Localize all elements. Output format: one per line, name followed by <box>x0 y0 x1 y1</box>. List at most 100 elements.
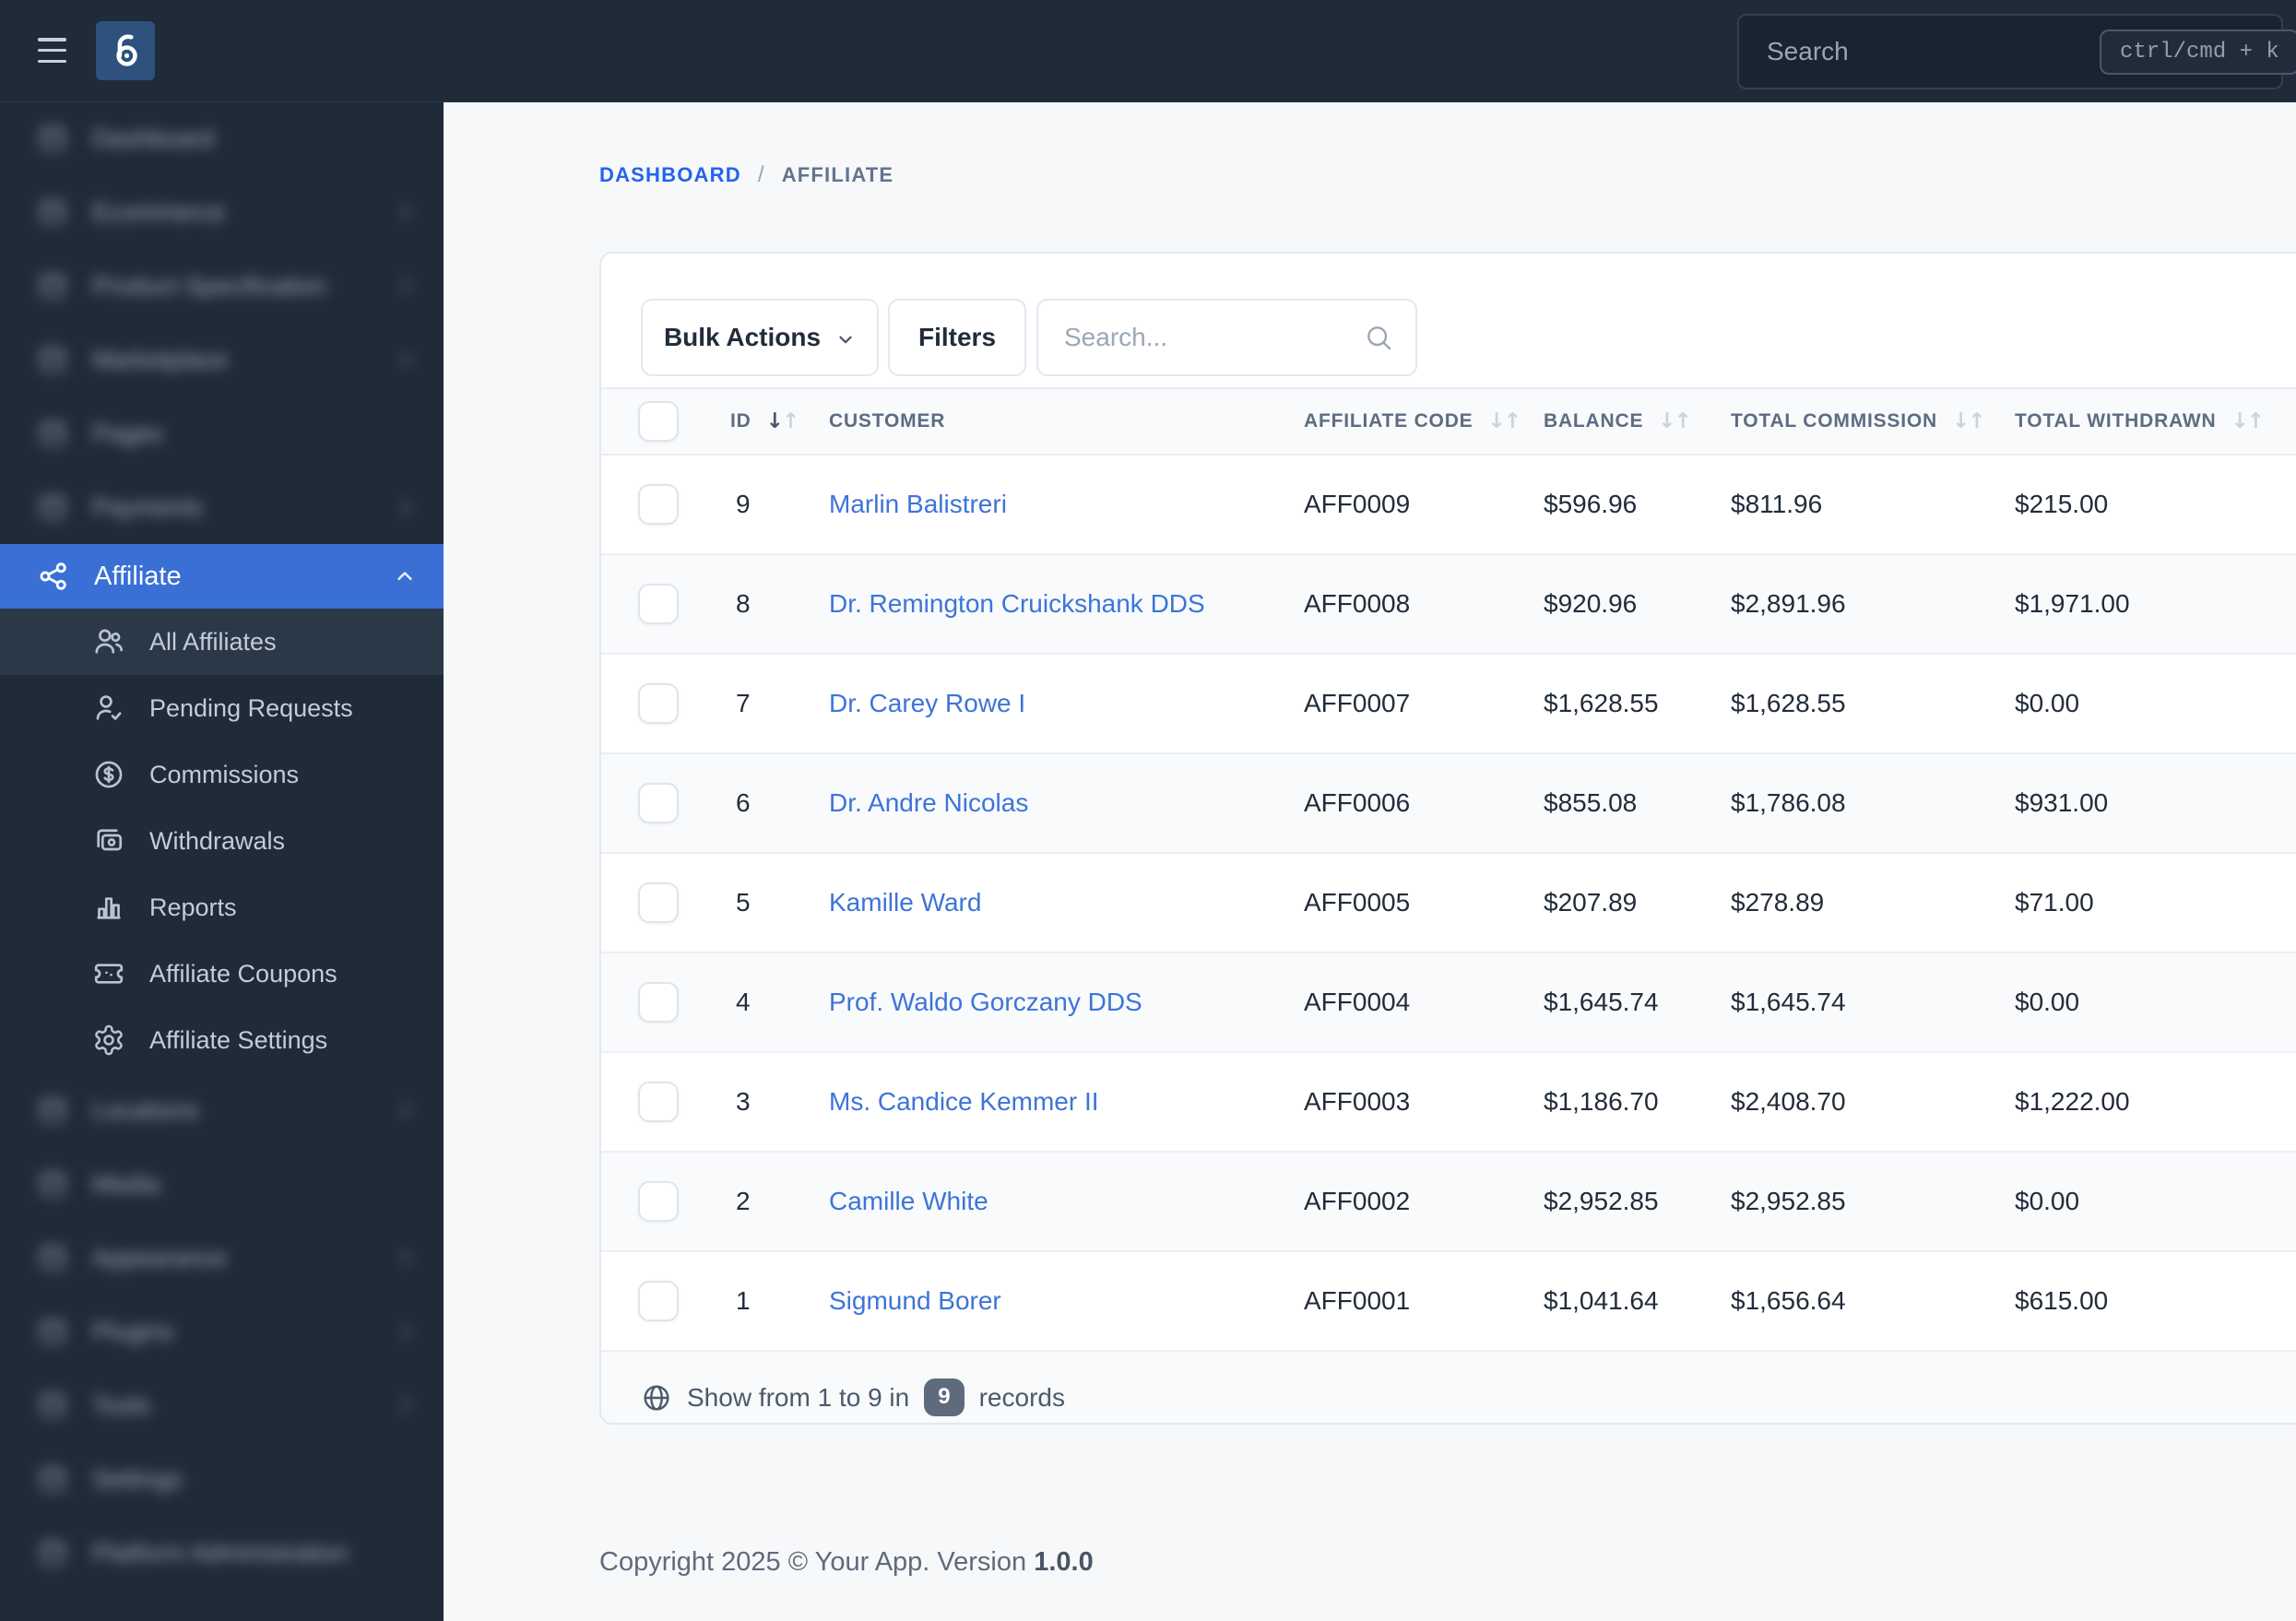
sidebar-item[interactable]: Marketplace <box>0 323 444 396</box>
cell-id: 2 <box>736 1187 751 1215</box>
column-header-affiliate-code[interactable]: AFFILIATE CODE ↓↑ <box>1304 409 1544 433</box>
customer-link[interactable]: Dr. Carey Rowe I <box>829 689 1026 717</box>
customer-link[interactable]: Sigmund Borer <box>829 1286 1001 1315</box>
cell-total-withdrawn: $71.00 <box>2015 888 2094 917</box>
sidebar-item-withdrawals[interactable]: Withdrawals <box>0 808 444 874</box>
sidebar-item-affiliate-coupons[interactable]: Affiliate Coupons <box>0 941 444 1007</box>
sidebar-item-label: Product Specification <box>92 271 326 300</box>
cell-total-commission: $1,645.74 <box>1731 988 1846 1016</box>
cell-balance: $1,628.55 <box>1544 689 1659 717</box>
table-row: 8 Dr. Remington Cruickshank DDS AFF0008 … <box>601 555 2296 655</box>
sort-icons: ↓↑ <box>1487 409 1521 433</box>
column-header-id[interactable]: ID ↓↑ <box>704 409 829 433</box>
bulk-actions-label: Bulk Actions <box>663 323 822 351</box>
sidebar-item[interactable]: Appearance <box>0 1221 444 1295</box>
customer-link[interactable]: Prof. Waldo Gorczany DDS <box>829 988 1142 1016</box>
cell-balance: $207.89 <box>1544 888 1638 917</box>
hamburger-menu-icon[interactable] <box>38 38 66 63</box>
customer-link[interactable]: Dr. Andre Nicolas <box>829 788 1029 817</box>
row-checkbox[interactable] <box>638 783 679 823</box>
sort-icons: ↓↑ <box>765 409 800 433</box>
column-header-total-withdrawn[interactable]: TOTAL WITHDRAWN ↓↑ <box>2015 409 2296 433</box>
breadcrumb-dashboard-link[interactable]: DASHBOARD <box>599 163 741 186</box>
table-row: 9 Marlin Balistreri AFF0009 $596.96 $811… <box>601 456 2296 555</box>
column-header-customer[interactable]: CUSTOMER <box>829 410 1304 432</box>
sidebar-item[interactable]: Platform Administration <box>0 1516 444 1590</box>
sidebar-item-label: Affiliate <box>94 561 182 591</box>
sidebar-item[interactable]: Pages <box>0 396 444 470</box>
row-checkbox[interactable] <box>638 1181 679 1222</box>
app-logo[interactable] <box>96 21 155 80</box>
cell-total-withdrawn: $215.00 <box>2015 490 2109 518</box>
chevron-right-icon <box>402 1250 410 1265</box>
row-checkbox[interactable] <box>638 882 679 923</box>
sidebar-item[interactable]: Ecommerce <box>0 175 444 249</box>
customer-link[interactable]: Dr. Remington Cruickshank DDS <box>829 589 1205 618</box>
table-header: ID ↓↑ CUSTOMER AFFILIATE CODE ↓↑ BALANCE… <box>601 387 2296 456</box>
row-checkbox[interactable] <box>638 683 679 724</box>
customer-link[interactable]: Marlin Balistreri <box>829 490 1007 518</box>
row-checkbox[interactable] <box>638 1281 679 1321</box>
cell-total-commission: $1,656.64 <box>1731 1286 1846 1315</box>
cell-id: 1 <box>736 1286 751 1315</box>
cell-total-withdrawn: $0.00 <box>2015 988 2080 1016</box>
sidebar-item[interactable]: Locations <box>0 1073 444 1147</box>
table-search-input[interactable] <box>1038 323 1356 352</box>
sidebar-item-label: Payments <box>92 492 204 521</box>
sidebar-item[interactable]: Plugins <box>0 1295 444 1368</box>
chevron-right-icon <box>402 205 410 219</box>
column-header-balance[interactable]: BALANCE ↓↑ <box>1544 409 1731 433</box>
bulk-actions-button[interactable]: Bulk Actions <box>641 299 879 376</box>
sidebar-item[interactable]: Media <box>0 1147 444 1221</box>
column-label: TOTAL WITHDRAWN <box>2015 410 2217 432</box>
column-label: BALANCE <box>1544 410 1644 432</box>
sidebar-item[interactable]: Dashboard <box>0 101 444 175</box>
cell-id: 5 <box>736 888 751 917</box>
sidebar-item-icon <box>41 1319 65 1343</box>
records-count-badge: 9 <box>924 1378 965 1416</box>
filters-button[interactable]: Filters <box>888 299 1026 376</box>
row-checkbox[interactable] <box>638 584 679 624</box>
customer-link[interactable]: Kamille Ward <box>829 888 982 917</box>
cell-id: 4 <box>736 988 751 1016</box>
cell-balance: $920.96 <box>1544 589 1638 618</box>
sidebar-item-all-affiliates[interactable]: All Affiliates <box>0 609 444 675</box>
sidebar-item-icon <box>41 200 65 224</box>
sidebar-item-pending-requests[interactable]: Pending Requests <box>0 675 444 741</box>
chevron-right-icon <box>402 352 410 367</box>
sidebar-item-label: Pending Requests <box>149 693 353 722</box>
sidebar-item-label: All Affiliates <box>149 627 277 656</box>
ticket-icon <box>94 964 124 984</box>
sidebar-item-affiliate[interactable]: Affiliate <box>0 544 444 609</box>
global-search-input[interactable] <box>1739 37 2100 66</box>
sidebar-item-label: Locations <box>92 1095 199 1124</box>
sidebar-item[interactable]: Settings <box>0 1442 444 1516</box>
sidebar-item-label: Dashboard <box>92 124 215 152</box>
row-checkbox[interactable] <box>638 484 679 525</box>
globe-icon <box>644 1384 669 1411</box>
customer-link[interactable]: Ms. Candice Kemmer II <box>829 1087 1099 1116</box>
sidebar-item[interactable]: Product Specification <box>0 249 444 323</box>
sidebar-item-label: Affiliate Settings <box>149 1025 328 1054</box>
cell-affiliate-code: AFF0003 <box>1304 1087 1411 1116</box>
column-header-total-commission[interactable]: TOTAL COMMISSION ↓↑ <box>1731 409 2015 433</box>
sidebar-item-label: Pages <box>92 419 163 447</box>
dollar-circle-icon <box>95 761 123 788</box>
sidebar-item-icon <box>41 274 65 298</box>
cell-total-commission: $1,628.55 <box>1731 689 1846 717</box>
sidebar-item-commissions[interactable]: Commissions <box>0 741 444 808</box>
row-checkbox[interactable] <box>638 982 679 1023</box>
sidebar-item-icon <box>41 495 65 519</box>
cell-total-commission: $2,891.96 <box>1731 589 1846 618</box>
select-all-checkbox[interactable] <box>638 401 679 442</box>
sidebar-item[interactable]: Tools <box>0 1368 444 1442</box>
cell-affiliate-code: AFF0007 <box>1304 689 1411 717</box>
customer-link[interactable]: Camille White <box>829 1187 988 1215</box>
sidebar-item-label: Marketplace <box>92 345 229 373</box>
sidebar-item-icon <box>41 1467 65 1491</box>
row-checkbox[interactable] <box>638 1082 679 1122</box>
sidebar-item-reports[interactable]: Reports <box>0 874 444 941</box>
user-check-icon <box>96 695 122 720</box>
sidebar-item[interactable]: Payments <box>0 470 444 544</box>
sidebar-item-affiliate-settings[interactable]: Affiliate Settings <box>0 1007 444 1073</box>
